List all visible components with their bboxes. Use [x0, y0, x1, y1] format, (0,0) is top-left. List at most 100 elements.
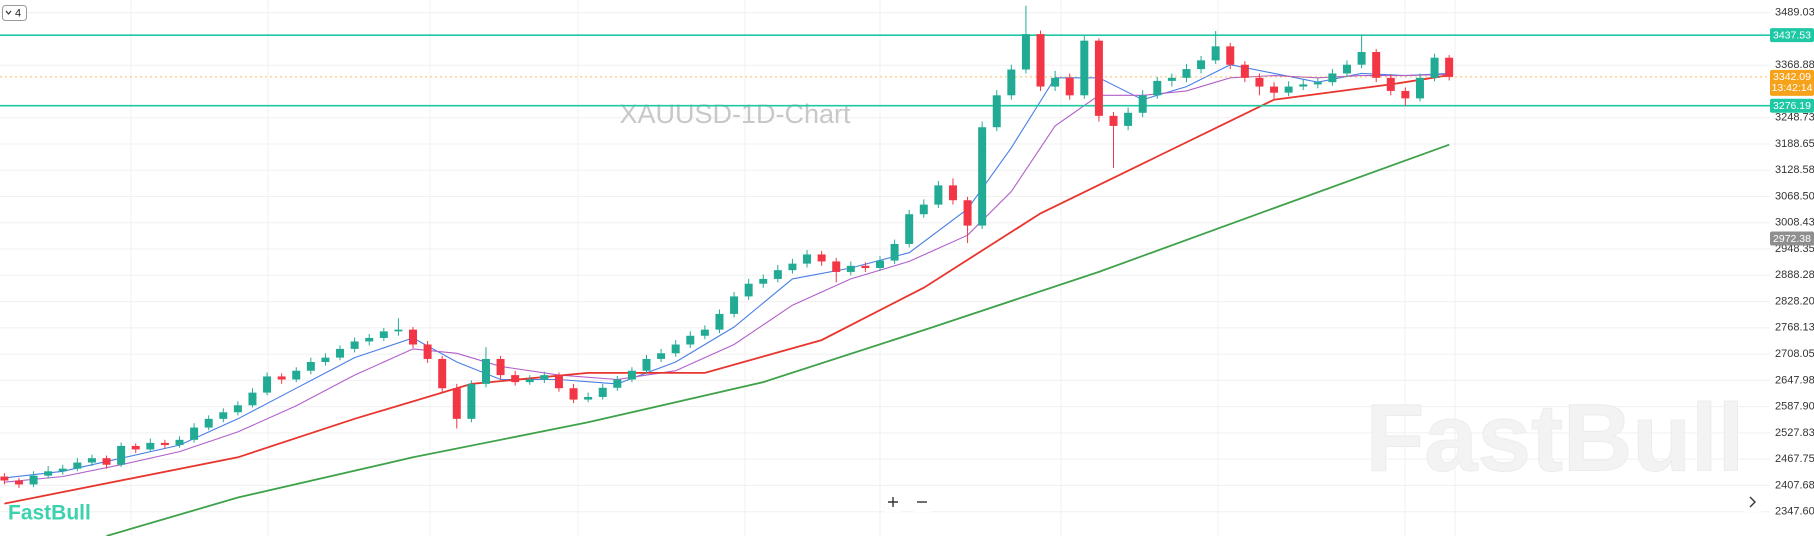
candle-body [1051, 77, 1060, 87]
candle-body [803, 254, 812, 264]
candle-body [861, 265, 870, 268]
y-tick-label: 2587.90 [1775, 401, 1814, 413]
candle-body [1401, 90, 1410, 99]
candle-body [1284, 86, 1293, 93]
candle-body [1445, 57, 1454, 77]
candle-body [671, 344, 680, 354]
candle-body [1270, 86, 1279, 93]
candle-body [1313, 82, 1322, 85]
candle-body [759, 278, 768, 284]
candle-body [1357, 52, 1366, 65]
candle-body [44, 471, 53, 476]
candle-body [817, 254, 826, 262]
candle-body [934, 185, 943, 205]
arrow-icon [1749, 496, 1756, 508]
candle-body [554, 375, 563, 389]
candle-body [467, 383, 476, 419]
brand-watermark: FastBull [1366, 384, 1745, 491]
candle-body [481, 358, 490, 384]
candle-body [1328, 73, 1337, 83]
candle-body [438, 358, 447, 389]
candle-body [306, 361, 315, 371]
grid-layer [0, 12, 1770, 513]
candle-body [569, 388, 578, 400]
candle-body [1182, 69, 1191, 78]
candle-body [905, 214, 914, 244]
candle-body [613, 379, 622, 388]
indicator-toggle-box[interactable] [2, 5, 27, 21]
moving-average-line [106, 143, 1450, 536]
candle-body [248, 392, 257, 406]
candle-body [1138, 95, 1147, 113]
candle-body [277, 376, 286, 380]
candle-body [832, 261, 841, 272]
indicator-toggle[interactable]: 4 [2, 5, 27, 21]
candle-body [1197, 60, 1206, 70]
candle-body [1167, 77, 1176, 81]
candle-body [14, 480, 23, 485]
y-tick-label: 3368.88 [1775, 59, 1814, 71]
candle-body [1430, 57, 1439, 78]
candle-body [773, 270, 782, 279]
scroll-right-button[interactable] [1743, 492, 1763, 512]
candle-body [263, 376, 272, 393]
candle-body [350, 341, 359, 349]
y-tick-label: 2828.20 [1775, 295, 1814, 307]
candle-body [73, 462, 82, 469]
zoom-out-button[interactable] [912, 492, 932, 512]
candle-body [846, 265, 855, 272]
candle-body [160, 442, 169, 446]
level-badge-label: 3276.19 [1773, 100, 1811, 112]
zoom-in-button[interactable] [883, 492, 903, 512]
candles-layer [0, 5, 1454, 488]
candle-body [1386, 77, 1395, 91]
level-badge-label: 3437.53 [1773, 29, 1811, 41]
candle-body [876, 260, 885, 268]
candle-body [1299, 84, 1308, 87]
candle-body [292, 370, 301, 380]
candle-body [919, 204, 928, 215]
candle-body [190, 427, 199, 440]
candle-body [1226, 46, 1235, 65]
candle-body [627, 370, 636, 380]
countdown-label: 13:42:14 [1772, 82, 1813, 94]
candle-body [0, 476, 9, 481]
brand-logo: FastBull [8, 502, 91, 525]
candle-body [1372, 52, 1381, 78]
plus-icon [888, 497, 898, 507]
candle-body [204, 418, 213, 428]
candle-body [321, 357, 330, 362]
candle-body [175, 439, 184, 446]
candle-body [700, 329, 709, 336]
candle-body [1007, 69, 1016, 96]
watermark: XAUUSD-1D-Chart [619, 99, 851, 129]
candle-body [58, 468, 67, 472]
candle-body [511, 375, 520, 383]
candle-body [131, 445, 140, 450]
y-tick-label: 2407.68 [1775, 479, 1814, 491]
candle-body [744, 283, 753, 297]
y-tick-label: 2768.13 [1775, 322, 1814, 334]
y-tick-label: 2647.98 [1775, 374, 1814, 386]
marker-badge [1770, 231, 1814, 246]
candle-body [642, 358, 651, 371]
candle-body [963, 200, 972, 226]
candle-body [336, 348, 345, 358]
candle-body [117, 445, 126, 465]
candle-body [1255, 77, 1264, 87]
candle-body [1094, 40, 1103, 116]
candle-body [409, 329, 418, 345]
scroll-right-box[interactable] [1743, 492, 1763, 512]
candle-body [540, 375, 549, 380]
candle-body [686, 335, 695, 345]
candle-body [598, 387, 607, 397]
marker-badge-label: 2972.38 [1773, 233, 1811, 245]
candle-body [219, 412, 228, 419]
candle-body [992, 95, 1001, 128]
y-tick-label: 3188.65 [1775, 138, 1814, 150]
candle-body [890, 243, 899, 261]
candle-body [365, 337, 374, 342]
candle-body [1153, 80, 1162, 96]
